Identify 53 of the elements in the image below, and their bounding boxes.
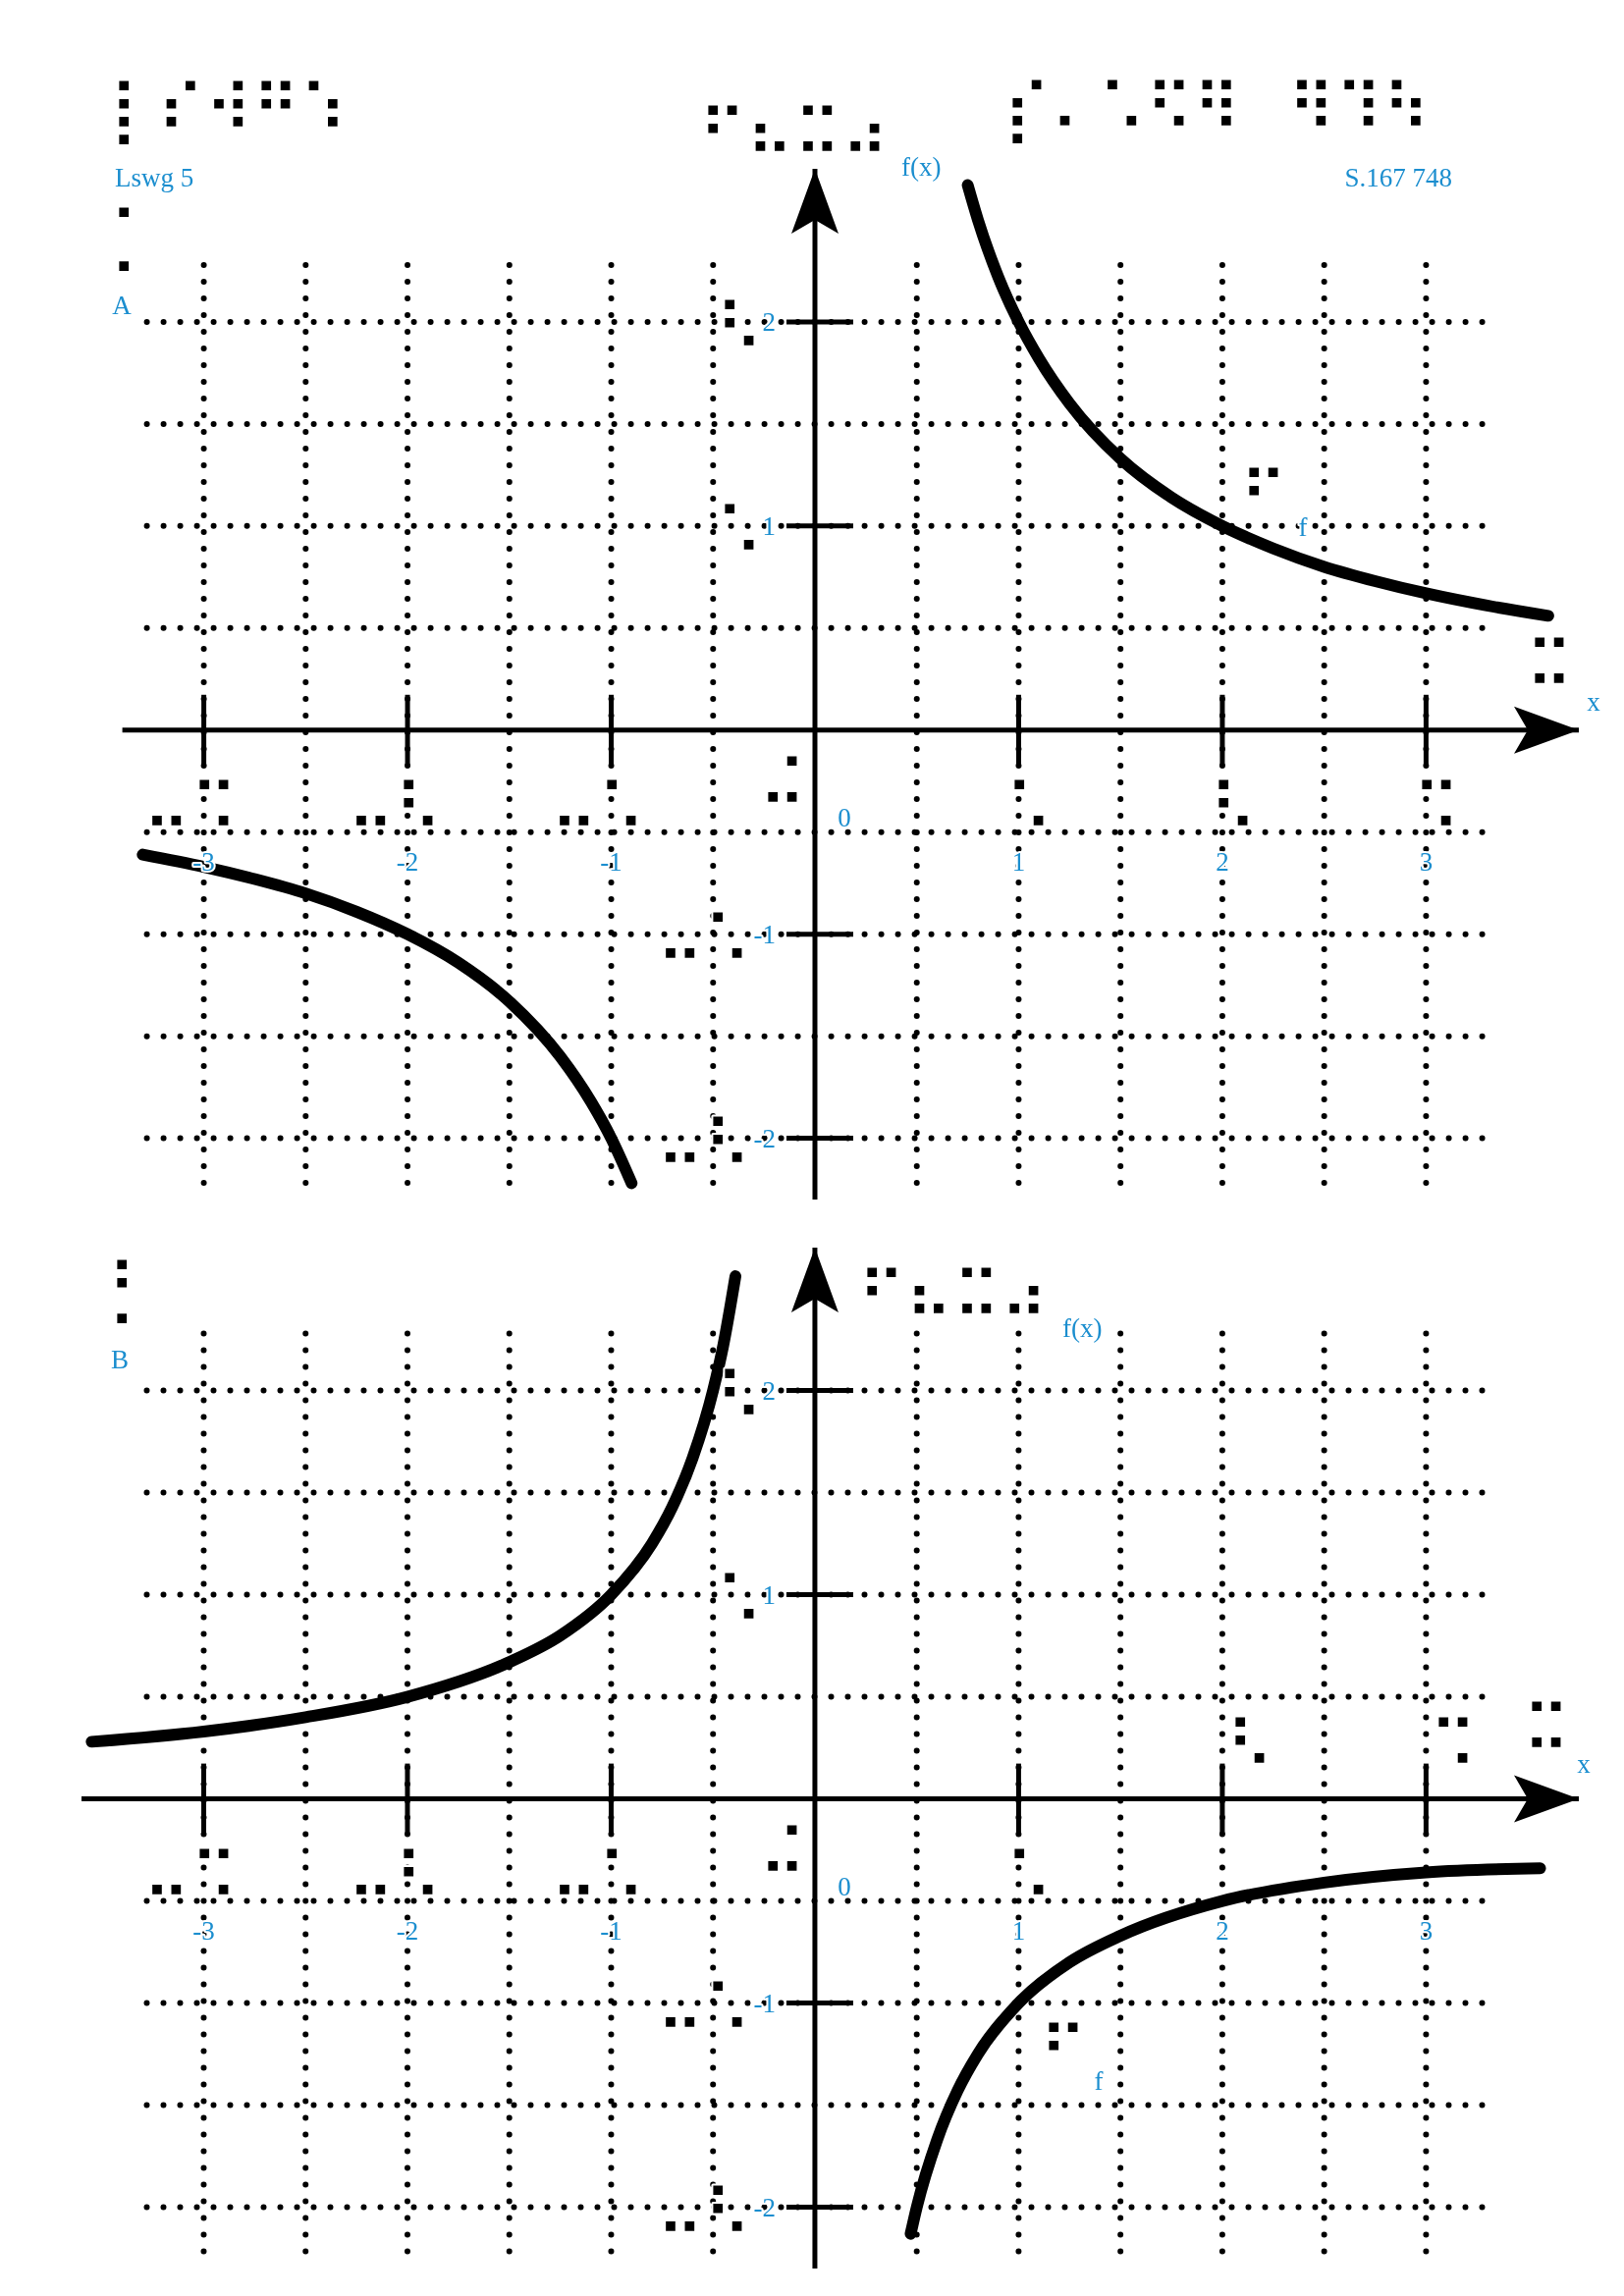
text: f bbox=[1094, 2066, 1104, 2096]
x-tick-label: 2 bbox=[1216, 846, 1229, 877]
annotation: ⠋ bbox=[1239, 458, 1287, 535]
annotation: ⠣ bbox=[1225, 1708, 1273, 1785]
annotation: 0 bbox=[838, 803, 851, 832]
annotation: ⠤⠡ bbox=[656, 1972, 751, 2049]
y-tick-label: 1 bbox=[762, 1579, 776, 1610]
x-tick-label: -1 bbox=[600, 846, 623, 877]
x-tick-label: 3 bbox=[1419, 846, 1434, 877]
text: B bbox=[110, 1345, 130, 1374]
annotation: ⠤⠣ bbox=[656, 2176, 751, 2253]
annotation: ⠬ bbox=[758, 1816, 806, 1893]
annotation: ⡁ bbox=[109, 198, 157, 275]
text: ⡇⠎⠺⠛⠱ bbox=[109, 72, 348, 148]
y-axis-title: f(x) bbox=[901, 152, 942, 182]
annotation: ⠤⠣ bbox=[656, 1107, 751, 1184]
annotation: ⠬ bbox=[758, 747, 806, 824]
annotation: ⠭ bbox=[1525, 628, 1573, 705]
x-tick-label: -2 bbox=[396, 846, 419, 877]
annotation: ⠩ bbox=[1429, 1708, 1477, 1785]
x-axis-title: x bbox=[1577, 1749, 1592, 1779]
annotation: ⠤⠡ bbox=[656, 903, 751, 980]
annotation: ⠤⠡ bbox=[550, 1840, 645, 1916]
y-tick-label: 2 bbox=[762, 306, 776, 337]
annotation: ⠡ bbox=[715, 495, 763, 571]
y-tick-label: -1 bbox=[753, 919, 776, 949]
annotation: ⠡ bbox=[715, 1564, 763, 1640]
text: ⡎⠄⠡⠫⠻ ⠻⠹⠳ bbox=[1002, 71, 1431, 147]
y-tick-label: -2 bbox=[753, 1123, 776, 1153]
annotation: ⠋⠦⠭⠴ bbox=[857, 1258, 1048, 1335]
x-tick-label: 3 bbox=[1419, 1915, 1434, 1946]
y-tick-label: 2 bbox=[762, 1375, 776, 1406]
annotation: ⠭ bbox=[1522, 1692, 1570, 1769]
annotation: ⠋⠦⠭⠴ bbox=[698, 96, 889, 173]
annotation: S.167 748 bbox=[1344, 163, 1452, 192]
y-tick-label: -1 bbox=[753, 1988, 776, 2018]
x-tick-label: -3 bbox=[192, 1915, 215, 1946]
text: A bbox=[112, 291, 133, 320]
annotation: ⠤⠩ bbox=[142, 771, 238, 847]
annotation: 0 bbox=[838, 1872, 851, 1901]
x-tick-label: 2 bbox=[1216, 1915, 1229, 1946]
x-axis-title: x bbox=[1587, 687, 1601, 717]
x-tick-label: -2 bbox=[396, 1915, 419, 1946]
annotation: ⠋ bbox=[1039, 2013, 1087, 2090]
annotation: ⡃ bbox=[107, 1251, 155, 1327]
y-axis-title: f(x) bbox=[1062, 1313, 1103, 1343]
y-tick-label: 1 bbox=[762, 510, 776, 541]
series-label: f bbox=[1298, 512, 1308, 542]
annotation: Lswg 5 bbox=[115, 163, 194, 192]
x-tick-label: 1 bbox=[1011, 846, 1026, 877]
annotation: ⠤⠩ bbox=[142, 1840, 238, 1916]
y-tick-label: -2 bbox=[753, 2192, 776, 2222]
x-tick-label: -1 bbox=[600, 1915, 623, 1946]
